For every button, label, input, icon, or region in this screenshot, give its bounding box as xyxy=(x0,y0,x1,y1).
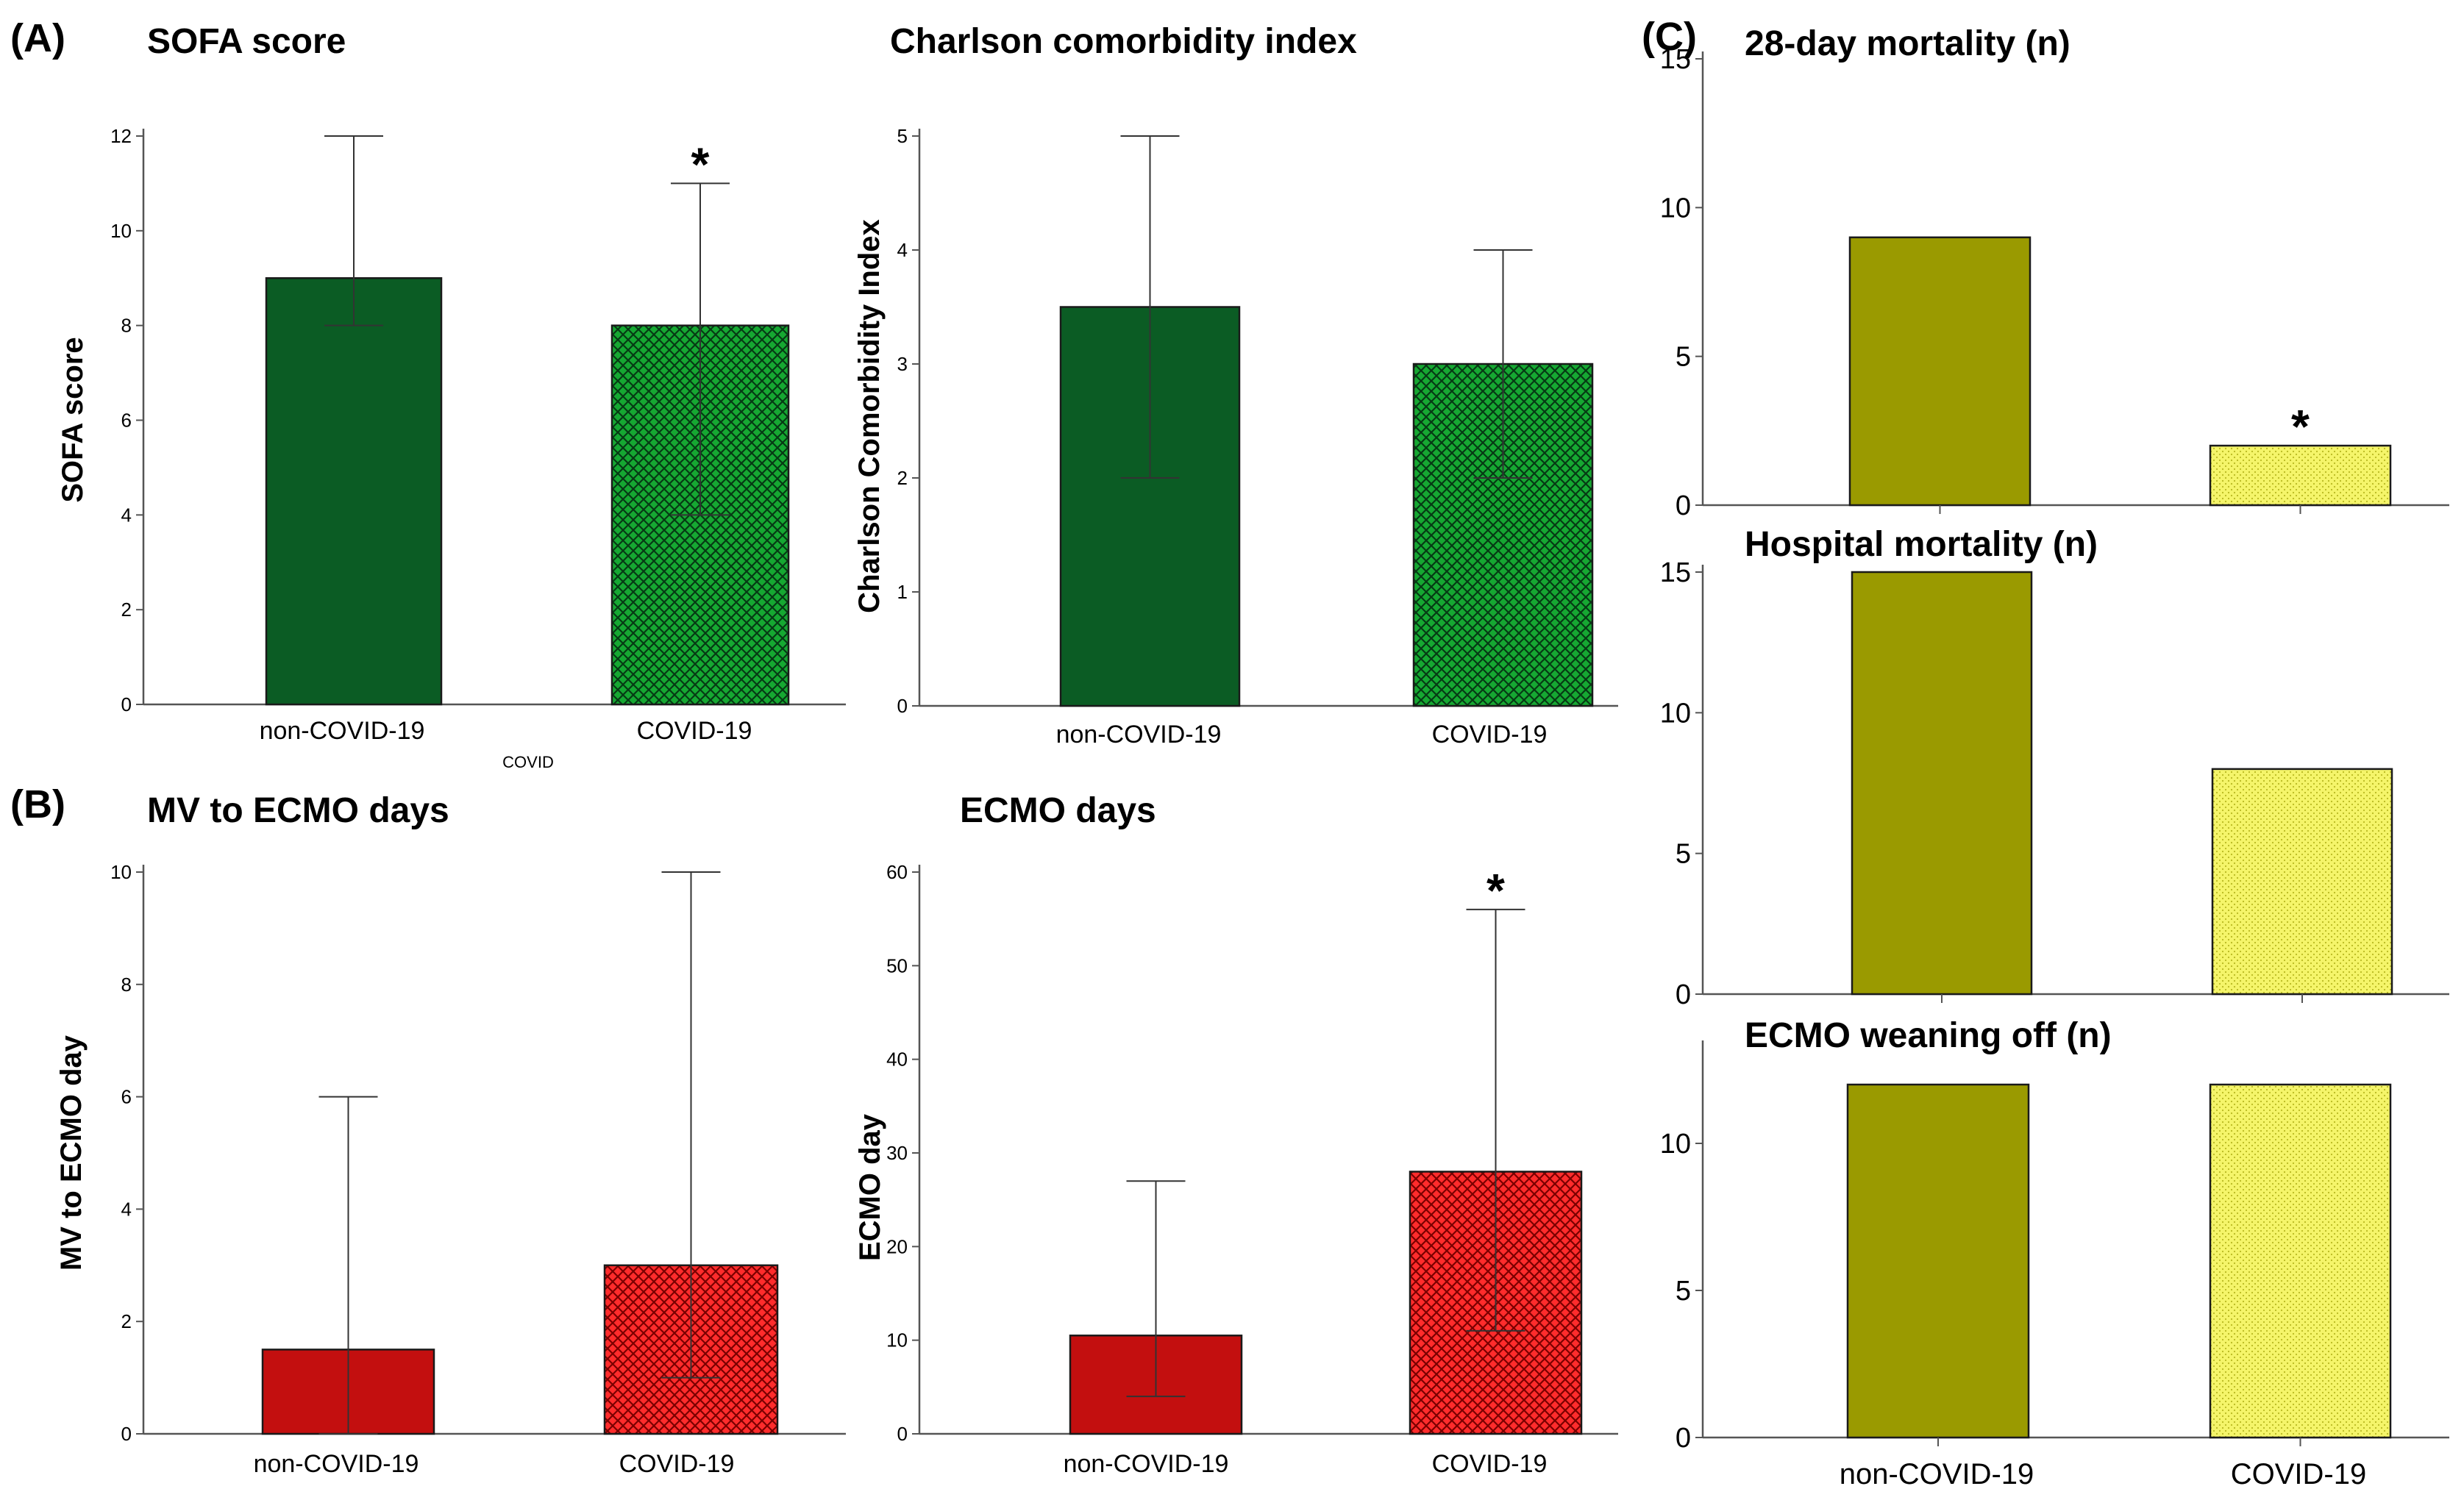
bar-non-covid-19 xyxy=(1848,236,2032,507)
bar-non-covid-19 xyxy=(1846,1083,2030,1439)
chart-title: SOFA score xyxy=(147,22,346,61)
y-tick-label: 12 xyxy=(110,125,132,147)
chart-charlson-index: Charlson comorbidity index Charlson Comor… xyxy=(853,22,1618,749)
bar-non-covid-19 xyxy=(265,277,443,706)
panel-label-c: (C) xyxy=(1642,15,1697,59)
x-category-label: non-COVID-19 xyxy=(254,1450,419,1478)
y-tick-label: 2 xyxy=(121,1310,132,1332)
y-tick-label: 10 xyxy=(110,220,132,242)
y-tick-label: 15 xyxy=(1660,557,1691,588)
y-tick-label: 5 xyxy=(1676,342,1691,373)
chart-title: ECMO days xyxy=(960,791,1156,830)
y-tick-label: 0 xyxy=(1676,1423,1691,1454)
chart-ecmo-weaning-off: ECMO weaning off (n) 0 5 10 non-COVID-19 COVI… xyxy=(1660,1016,2449,1490)
y-tick-label: 0 xyxy=(121,693,132,715)
y-tick-label: 2 xyxy=(897,467,908,489)
bar-covid-19 xyxy=(2209,1083,2392,1439)
y-tick-label: 10 xyxy=(1660,193,1691,224)
y-tick-label: 6 xyxy=(121,410,132,432)
y-tick-label: 10 xyxy=(1660,698,1691,729)
x-category-label: non-COVID-19 xyxy=(1056,721,1222,749)
y-tick-label: 10 xyxy=(110,861,132,883)
y-tick-label: 5 xyxy=(897,125,908,147)
chart-title: Hospital mortality (n) xyxy=(1745,525,2098,564)
chart-title: 28-day mortality (n) xyxy=(1745,24,2070,63)
y-tick-label: 0 xyxy=(897,695,908,717)
y-tick-label: 6 xyxy=(121,1086,132,1108)
x-category-label: COVID-19 xyxy=(2231,1458,2367,1490)
y-tick-label: 4 xyxy=(897,239,908,261)
y-tick-label: 0 xyxy=(121,1423,132,1445)
y-tick-label: 8 xyxy=(121,315,132,337)
significance-marker: * xyxy=(1486,864,1505,917)
y-tick-label: 4 xyxy=(121,1198,132,1220)
bar-non-covid-19 xyxy=(1851,571,2033,996)
y-axis-label: MV to ECMO day xyxy=(55,1035,88,1271)
panel-label-a: (A) xyxy=(10,16,65,60)
significance-marker: * xyxy=(691,138,710,190)
y-tick-label: 30 xyxy=(886,1142,908,1164)
x-category-label: non-COVID-19 xyxy=(1840,1458,2034,1490)
y-tick-label: 40 xyxy=(886,1049,908,1071)
chart-mv-to-ecmo-days: MV to ECMO days MV to ECMO day 0 2 4 6 8 10 non-… xyxy=(55,791,846,1478)
y-tick-label: 0 xyxy=(897,1423,908,1445)
x-category-label: non-COVID-19 xyxy=(260,717,425,745)
y-tick-label: 20 xyxy=(886,1235,908,1257)
y-tick-label: 3 xyxy=(897,353,908,375)
y-tick-label: 5 xyxy=(1676,1276,1691,1307)
x-category-label: COVID-19 xyxy=(637,717,752,745)
y-tick-label: 5 xyxy=(1676,839,1691,870)
y-axis-label: ECMO day xyxy=(854,1113,886,1261)
chart-title: MV to ECMO days xyxy=(147,791,449,830)
chart-title: ECMO weaning off (n) xyxy=(1745,1016,2112,1055)
y-tick-label: 15 xyxy=(1660,44,1691,75)
y-tick-label: 60 xyxy=(886,861,908,883)
y-tick-label: 0 xyxy=(1676,979,1691,1010)
significance-marker: * xyxy=(2291,400,2310,453)
y-tick-label: 50 xyxy=(886,954,908,976)
chart-ecmo-days: ECMO days ECMO day 0 10 20 30 40 50 60 non-COVID-… xyxy=(854,791,1618,1478)
x-category-label: non-COVID-19 xyxy=(1064,1450,1229,1478)
x-category-label: COVID-19 xyxy=(1432,721,1548,749)
chart-sofa-score: SOFA score SOFA score 0 2 4 6 8 10 12 non-COVID-1… xyxy=(57,22,846,745)
bar-covid-19 xyxy=(2211,768,2393,996)
x-category-label: COVID-19 xyxy=(619,1450,735,1478)
y-tick-label: 2 xyxy=(121,599,132,621)
y-tick-label: 4 xyxy=(121,504,132,526)
y-tick-label: 10 xyxy=(1660,1129,1691,1160)
y-tick-label: 10 xyxy=(886,1329,908,1351)
y-axis-label: Charlson Comorbidity Index xyxy=(853,219,886,613)
chart-title: Charlson comorbidity index xyxy=(890,22,1357,61)
y-tick-label: 0 xyxy=(1676,490,1691,521)
chart-28-day-mortality: 28-day mortality (n) 0 5 10 15 * xyxy=(1660,24,2449,521)
x-category-label: COVID-19 xyxy=(1432,1450,1548,1478)
y-tick-label: 8 xyxy=(121,974,132,996)
bar-covid-19 xyxy=(2209,444,2392,507)
y-axis-label: SOFA score xyxy=(57,337,89,502)
chart-hospital-mortality: Hospital mortality (n) 0 5 10 15 xyxy=(1660,525,2449,1010)
panel-label-b: (B) xyxy=(10,782,65,826)
y-tick-label: 1 xyxy=(897,581,908,603)
x-note-covid: COVID xyxy=(502,753,554,771)
